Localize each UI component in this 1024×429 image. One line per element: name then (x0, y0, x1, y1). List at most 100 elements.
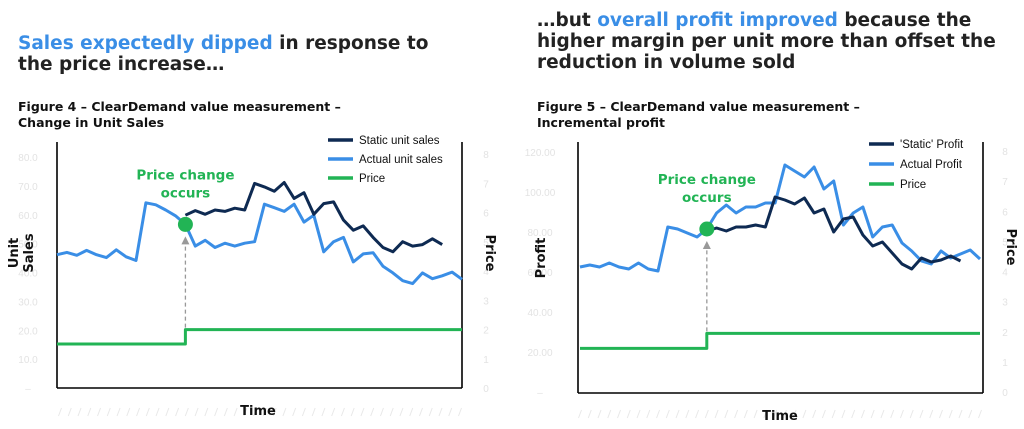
right-headline-text: because the higher margin per unit more … (537, 10, 996, 73)
x-tick-mark (204, 407, 209, 417)
x-tick-mark (77, 407, 82, 417)
y2-tick-label: 8 (1002, 147, 1008, 158)
left-headline-text: in response to the price increase… (18, 33, 429, 75)
x-tick-mark (656, 409, 661, 419)
x-tick-mark (175, 407, 180, 417)
figure4-title-line1: Figure 4 – ClearDemand value measurement… (18, 99, 341, 114)
x-tick-mark (792, 409, 797, 419)
y-tick-label: 60.0 (18, 211, 38, 222)
x-tick-mark (578, 409, 582, 419)
x-tick-mark (607, 409, 612, 419)
x-tick-mark (233, 407, 238, 417)
y2-axis-label: Price (1003, 229, 1018, 266)
x-tick-mark (145, 407, 150, 417)
x-tick-mark (646, 409, 651, 419)
x-tick-mark (685, 409, 690, 419)
series-line-static-profit (706, 195, 962, 271)
x-tick-mark (321, 407, 326, 417)
x-tick-mark (448, 407, 453, 417)
x-tick-mark (350, 407, 355, 417)
figure4-title-line2: Change in Unit Sales (18, 115, 165, 130)
x-tick-mark (704, 409, 709, 419)
x-tick-mark (58, 407, 62, 417)
y2-tick-label: 2 (483, 326, 489, 337)
x-tick-mark (782, 409, 787, 419)
y-tick-label: 30.0 (18, 297, 38, 308)
x-tick-mark (802, 409, 807, 419)
x-tick-mark (617, 409, 621, 419)
x-tick-mark (929, 409, 934, 419)
x-tick-mark (87, 407, 92, 417)
annotation-arrowhead (702, 241, 711, 249)
x-tick-mark (890, 409, 895, 419)
y-tick-label: 10.0 (18, 355, 38, 366)
x-tick-mark (665, 409, 670, 419)
x-tick-mark (458, 407, 462, 417)
y-axis-label-word: Sales (22, 233, 37, 272)
legend-label: Actual unit sales (359, 154, 443, 166)
x-tick-mark (438, 407, 443, 417)
y2-tick-label: 0 (483, 384, 489, 395)
y2-tick-label: 2 (1002, 328, 1008, 339)
x-tick-mark (899, 409, 904, 419)
x-tick-mark (773, 409, 778, 419)
figure5-title: Figure 5 – ClearDemand value measurement… (537, 99, 860, 131)
x-tick-mark (155, 407, 160, 417)
y-axis-label-word: Unit (7, 238, 22, 268)
x-tick-mark (870, 409, 875, 419)
y2-tick-label: 4 (483, 267, 489, 278)
y-tick-label: 60.00 (527, 268, 552, 279)
x-tick-mark (939, 409, 943, 419)
x-tick-mark (194, 407, 199, 417)
x-tick-mark (675, 409, 680, 419)
y-tick-label: 20.0 (18, 326, 38, 337)
x-tick-mark (419, 407, 423, 417)
y-tick-label: 40.00 (527, 308, 552, 319)
x-tick-mark (597, 409, 602, 419)
price-change-marker (699, 221, 715, 237)
x-tick-mark (97, 407, 101, 417)
y2-tick-label: 7 (1002, 177, 1008, 188)
x-tick-mark (253, 407, 258, 417)
x-tick-mark (126, 407, 131, 417)
legend-label: Price (359, 173, 385, 185)
x-tick-mark (695, 409, 700, 419)
x-tick-mark (272, 407, 277, 417)
x-tick-mark (136, 407, 141, 417)
y-tick-label: – (25, 384, 31, 395)
x-tick-mark (763, 409, 768, 419)
x-tick-mark (978, 409, 982, 419)
x-tick-mark (165, 407, 170, 417)
y-axis-label-word: Profit (534, 238, 549, 279)
y2-tick-label: 5 (1002, 237, 1008, 248)
y-tick-label: – (537, 388, 543, 399)
x-tick-mark (301, 407, 306, 417)
x-tick-mark (399, 407, 404, 417)
x-tick-mark (831, 409, 836, 419)
x-tick-mark (184, 407, 189, 417)
x-tick-mark (116, 407, 121, 417)
x-tick-mark (626, 409, 631, 419)
right-headline-prefix: …but (537, 10, 598, 31)
y2-tick-label: 1 (1002, 358, 1008, 369)
x-tick-mark (880, 409, 885, 419)
x-tick-mark (243, 407, 248, 417)
x-tick-mark (753, 409, 758, 419)
x-tick-mark (636, 409, 641, 419)
annotation-line1: Price change (136, 167, 234, 183)
x-tick-mark (360, 407, 365, 417)
x-tick-mark (860, 409, 865, 419)
x-tick-mark (919, 409, 924, 419)
left-headline-highlight: Sales expectedly dipped (18, 33, 273, 54)
x-axis-label: Time (762, 409, 798, 424)
x-tick-mark (409, 407, 414, 417)
y2-tick-label: 5 (483, 238, 489, 249)
y2-tick-label: 8 (483, 150, 489, 161)
x-tick-mark (948, 409, 953, 419)
x-tick-mark (428, 407, 433, 417)
price-change-marker (177, 216, 193, 232)
right-headline-highlight: overall profit improved (597, 10, 838, 31)
x-tick-mark (587, 409, 592, 419)
